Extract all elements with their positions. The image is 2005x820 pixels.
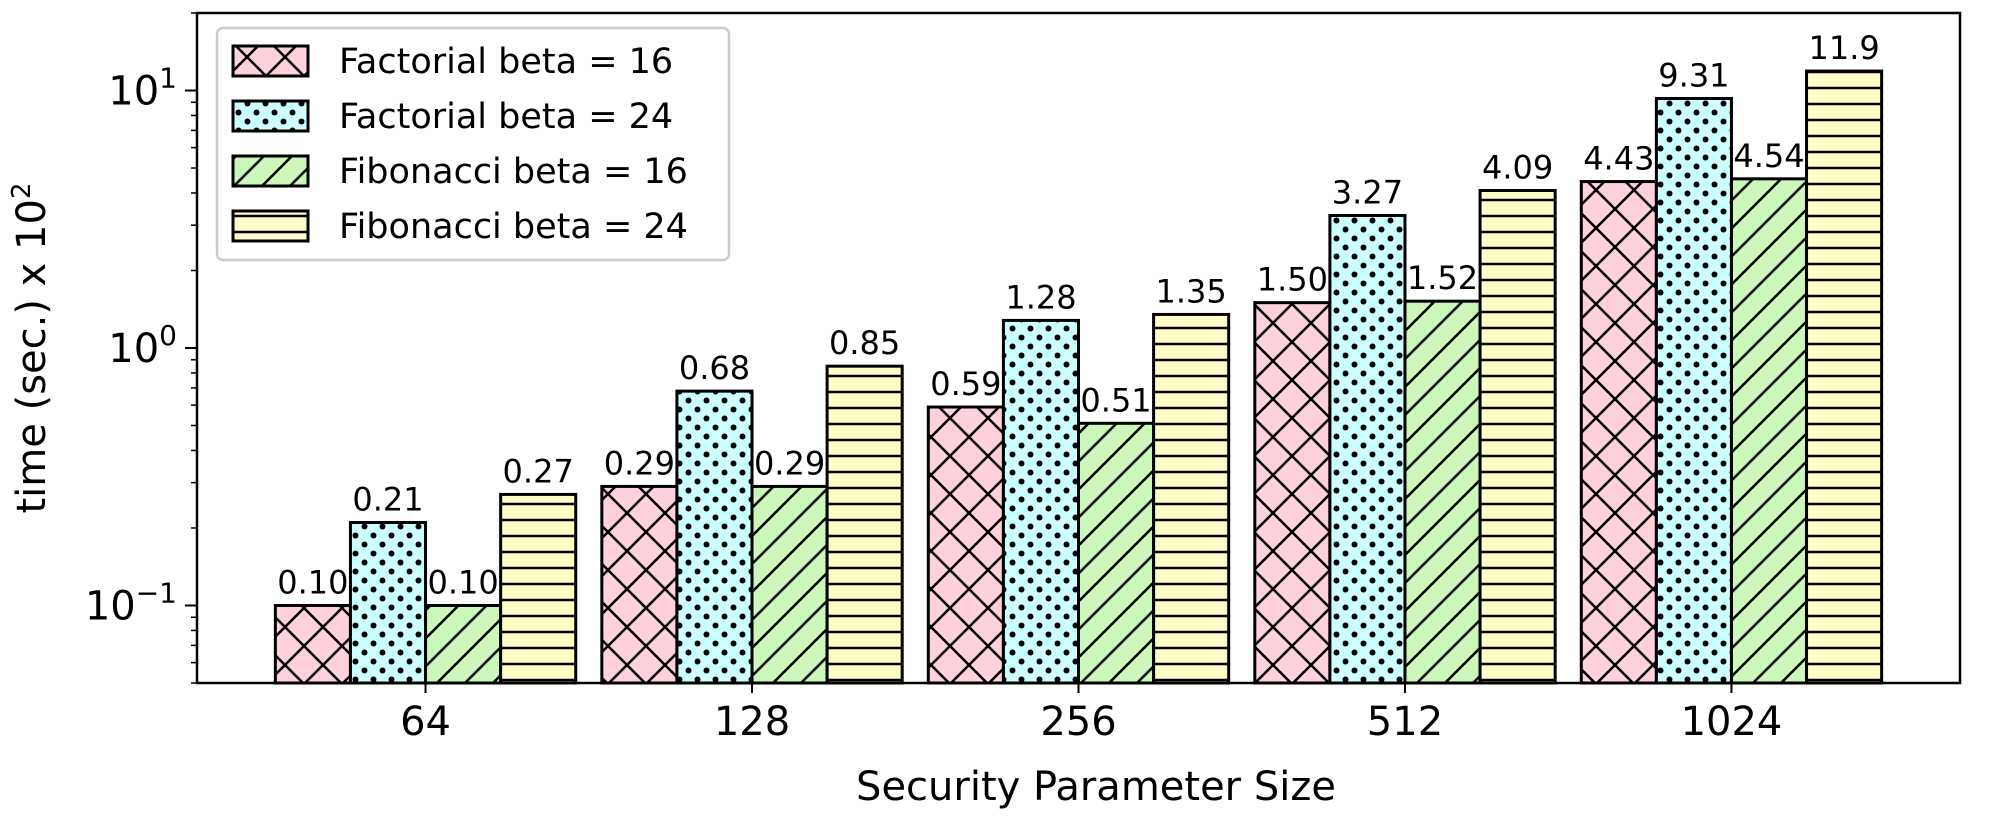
bar-value-label: 9.31: [1658, 57, 1729, 95]
legend-swatch: [231, 209, 310, 243]
bar-value-label: 1.52: [1407, 259, 1478, 297]
x-tick-label: 64: [400, 699, 451, 745]
x-tick-label: 1024: [1681, 699, 1783, 745]
legend-label: Fibonacci beta = 16: [339, 152, 688, 192]
bar-labels-layer: 0.10 0.21 0.10 0.27 0.29 0.68 0.29 0.85 0.59 1.28…: [277, 29, 1879, 601]
x-axis-label: Security Parameter Size: [856, 764, 1336, 810]
x-tick-label: 256: [1040, 699, 1116, 745]
bar-value-label: 1.50: [1257, 261, 1328, 299]
bar-value-label: 0.27: [503, 452, 574, 490]
bar-value-label: 0.68: [679, 349, 750, 387]
axes-layer: 64 128 256 512 1024 10−1 100 101: [85, 12, 1783, 745]
bar: [424, 603, 503, 685]
bar: [926, 405, 1005, 685]
y-tick-label: 100: [108, 319, 177, 372]
bar-value-label: 4.54: [1733, 137, 1804, 175]
bar: [273, 603, 352, 685]
bar: [1478, 188, 1557, 685]
legend-swatch: [231, 99, 310, 133]
bar: [348, 521, 428, 685]
plot-frame: [195, 11, 1962, 685]
legend-label: Factorial beta = 24: [339, 97, 673, 137]
legend-swatch: [231, 44, 310, 78]
bar-value-label: 11.9: [1808, 29, 1879, 67]
bar: [1579, 180, 1658, 685]
bar-value-label: 1.35: [1156, 272, 1227, 310]
bar-value-label: 0.29: [604, 444, 675, 482]
y-axis-label-text: time (sec.) x 10: [9, 199, 55, 513]
bar: [1001, 318, 1080, 685]
bar: [1328, 214, 1407, 685]
bar: [675, 389, 754, 685]
bar: [1729, 177, 1809, 685]
bar-value-label: 1.28: [1005, 278, 1076, 316]
bars-layer: [273, 69, 1884, 685]
legend-label: Fibonacci beta = 24: [339, 207, 688, 247]
x-tick-label: 512: [1367, 699, 1443, 745]
bar: [499, 492, 578, 685]
bar: [825, 364, 904, 685]
bar: [750, 484, 829, 685]
bar-value-label: 0.21: [352, 481, 423, 519]
y-axis-label-exponent: 2: [7, 183, 37, 200]
legend-label: Factorial beta = 16: [339, 42, 673, 82]
legend: Factorial beta = 16 Factorial beta = 24 Fi…: [215, 26, 731, 262]
bar-value-label: 0.29: [754, 444, 825, 482]
x-tick-label: 128: [714, 699, 790, 745]
bar-value-label: 0.10: [427, 563, 498, 601]
bar: [600, 484, 679, 685]
bar-value-label: 0.51: [1080, 381, 1151, 419]
bar: [1152, 312, 1231, 685]
bar: [1077, 421, 1156, 685]
y-axis-label: time (sec.) x 102: [7, 183, 55, 514]
bar-value-label: 0.10: [277, 563, 348, 601]
bar-value-label: 0.59: [930, 365, 1001, 403]
y-tick-label: 101: [108, 62, 177, 115]
bar: [1654, 97, 1733, 685]
legend-box: [215, 26, 731, 262]
legend-swatch: [231, 154, 310, 188]
bar-value-label: 3.27: [1332, 174, 1403, 212]
bar-value-label: 0.85: [829, 324, 900, 362]
bar: [1403, 299, 1482, 685]
bar: [1253, 301, 1332, 685]
bar-value-label: 4.43: [1583, 140, 1654, 178]
bar-value-label: 4.09: [1482, 148, 1553, 186]
y-tick-label: 10−1: [85, 576, 177, 629]
bar: [1805, 69, 1884, 685]
